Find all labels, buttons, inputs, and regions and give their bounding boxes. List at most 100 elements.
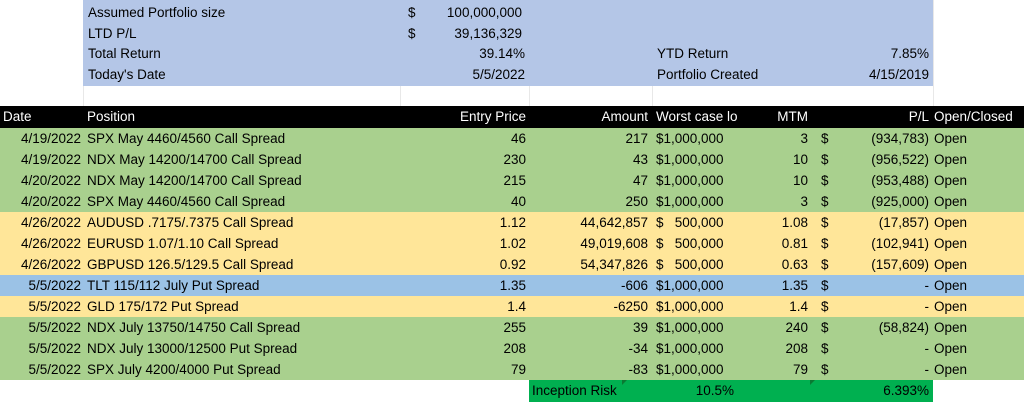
cell-mtm[interactable]: 3 <box>800 131 808 146</box>
cell-position[interactable]: TLT 115/112 July Put Spread <box>87 278 260 293</box>
cell-entry-price[interactable]: 255 <box>503 320 526 335</box>
cell-entry-price[interactable]: 1.35 <box>499 278 526 293</box>
cell-date[interactable]: 4/26/2022 <box>20 236 81 251</box>
inception-risk-value[interactable]: 10.5% <box>695 383 734 398</box>
cell-currency[interactable]: $ <box>821 299 829 314</box>
cell-entry-price[interactable]: 40 <box>510 194 526 209</box>
cell-pl[interactable]: - <box>924 341 930 356</box>
cell-pl[interactable]: (956,522) <box>871 152 929 167</box>
cell-date[interactable]: 4/26/2022 <box>20 215 81 230</box>
header-entry-price[interactable]: Entry Price <box>459 109 526 124</box>
cell-mtm[interactable]: 10 <box>792 173 808 188</box>
cell-currency[interactable]: $ <box>821 173 829 188</box>
cell-date[interactable]: 4/20/2022 <box>20 194 81 209</box>
header-mtm[interactable]: MTM <box>777 109 808 124</box>
cell-open-closed[interactable]: Open <box>934 131 968 146</box>
header-amount[interactable]: Amount <box>601 109 648 124</box>
portfolio-created-value[interactable]: 4/15/2019 <box>868 67 929 82</box>
cell-position[interactable]: EURUSD 1.07/1.10 Call Spread <box>87 236 279 251</box>
cell-position[interactable]: SPX May 4460/4560 Call Spread <box>87 131 286 146</box>
cell-position[interactable]: SPX May 4460/4560 Call Spread <box>87 194 286 209</box>
cell-currency[interactable]: $ <box>821 152 829 167</box>
cell-mtm[interactable]: 1.08 <box>781 215 808 230</box>
header-worst-case[interactable]: Worst case lo <box>656 109 738 124</box>
cell-entry-price[interactable]: 0.92 <box>499 257 526 272</box>
cell-entry-price[interactable]: 79 <box>510 362 526 377</box>
header-pl[interactable]: P/L <box>908 109 929 124</box>
cell-date[interactable]: 4/19/2022 <box>20 152 81 167</box>
cell-date[interactable]: 5/5/2022 <box>28 299 81 314</box>
cell-worst-case[interactable]: $1,000,000 <box>656 194 724 209</box>
ltd-pl-value[interactable]: 39,136,329 <box>454 26 522 41</box>
cell-pl[interactable]: (58,824) <box>878 320 929 335</box>
cell-open-closed[interactable]: Open <box>934 173 968 188</box>
todays-date-value[interactable]: 5/5/2022 <box>472 67 525 82</box>
header-open-closed[interactable]: Open/Closed <box>934 109 1013 124</box>
cell-worst-case[interactable]: $1,000,000 <box>656 299 724 314</box>
cell-mtm[interactable]: 0.63 <box>781 257 808 272</box>
cell-currency[interactable]: $ <box>821 215 829 230</box>
cell-pl[interactable]: (934,783) <box>871 131 929 146</box>
cell-worst-case[interactable]: $1,000,000 <box>656 320 724 335</box>
cell-amount[interactable]: 47 <box>632 173 648 188</box>
cell-worst-case[interactable]: $ 500,000 <box>656 257 724 272</box>
ytd-return-value[interactable]: 7.85% <box>890 46 929 61</box>
cell-amount[interactable]: 39 <box>632 320 648 335</box>
cell-open-closed[interactable]: Open <box>934 299 968 314</box>
cell-open-closed[interactable]: Open <box>934 215 968 230</box>
cell-position[interactable]: GLD 175/172 Put Spread <box>87 299 239 314</box>
cell-pl[interactable]: - <box>924 299 930 314</box>
cell-pl[interactable]: (17,857) <box>878 215 929 230</box>
cell-amount[interactable]: -83 <box>628 362 648 377</box>
cell-mtm[interactable]: 0.81 <box>781 236 808 251</box>
cell-position[interactable]: NDX May 14200/14700 Call Spread <box>87 152 302 167</box>
cell-open-closed[interactable]: Open <box>934 194 968 209</box>
cell-currency[interactable]: $ <box>821 194 829 209</box>
cell-currency[interactable]: $ <box>821 341 829 356</box>
cell-amount[interactable]: -6250 <box>613 299 648 314</box>
cell-date[interactable]: 4/19/2022 <box>20 131 81 146</box>
cell-mtm[interactable]: 1.4 <box>789 299 808 314</box>
cell-amount[interactable]: 250 <box>625 194 648 209</box>
cell-position[interactable]: GBPUSD 126.5/129.5 Call Spread <box>87 257 294 272</box>
cell-entry-price[interactable]: 1.12 <box>499 215 526 230</box>
cell-mtm[interactable]: 10 <box>792 152 808 167</box>
assumed-size-label[interactable]: Assumed Portfolio size <box>88 5 226 20</box>
cell-mtm[interactable]: 79 <box>792 362 808 377</box>
assumed-size-value[interactable]: 100,000,000 <box>446 5 522 20</box>
portfolio-created-label[interactable]: Portfolio Created <box>657 67 759 82</box>
cell-currency[interactable]: $ <box>821 257 829 272</box>
cell-worst-case[interactable]: $1,000,000 <box>656 152 724 167</box>
ltd-pl-label[interactable]: LTD P/L <box>88 26 137 41</box>
cell-open-closed[interactable]: Open <box>934 152 968 167</box>
cell-pl[interactable]: - <box>924 278 930 293</box>
cell-worst-case[interactable]: $1,000,000 <box>656 173 724 188</box>
cell-amount[interactable]: -606 <box>620 278 648 293</box>
cell-amount[interactable]: 54,347,826 <box>580 257 648 272</box>
cell-mtm[interactable]: 240 <box>785 320 808 335</box>
cell-currency[interactable]: $ <box>821 278 829 293</box>
inception-risk-second-value[interactable]: 6.393% <box>883 383 929 398</box>
cell-amount[interactable]: 44,642,857 <box>580 215 648 230</box>
cell-open-closed[interactable]: Open <box>934 278 968 293</box>
total-return-label[interactable]: Total Return <box>88 46 161 61</box>
cell-mtm[interactable]: 1.35 <box>781 278 808 293</box>
cell-mtm[interactable]: 3 <box>800 194 808 209</box>
cell-worst-case[interactable]: $ 500,000 <box>656 215 724 230</box>
cell-amount[interactable]: 43 <box>632 152 648 167</box>
cell-open-closed[interactable]: Open <box>934 257 968 272</box>
cell-open-closed[interactable]: Open <box>934 320 968 335</box>
cell-entry-price[interactable]: 230 <box>503 152 526 167</box>
cell-pl[interactable]: (953,488) <box>871 173 929 188</box>
cell-entry-price[interactable]: 215 <box>503 173 526 188</box>
cell-pl[interactable]: - <box>924 362 930 377</box>
cell-date[interactable]: 4/20/2022 <box>20 173 81 188</box>
cell-entry-price[interactable]: 46 <box>510 131 526 146</box>
inception-risk-label[interactable]: Inception Risk <box>532 383 617 398</box>
cell-worst-case[interactable]: $1,000,000 <box>656 278 724 293</box>
cell-amount[interactable]: -34 <box>628 341 648 356</box>
cell-entry-price[interactable]: 208 <box>503 341 526 356</box>
cell-currency[interactable]: $ <box>821 131 829 146</box>
cell-pl[interactable]: (925,000) <box>871 194 929 209</box>
cell-open-closed[interactable]: Open <box>934 341 968 356</box>
